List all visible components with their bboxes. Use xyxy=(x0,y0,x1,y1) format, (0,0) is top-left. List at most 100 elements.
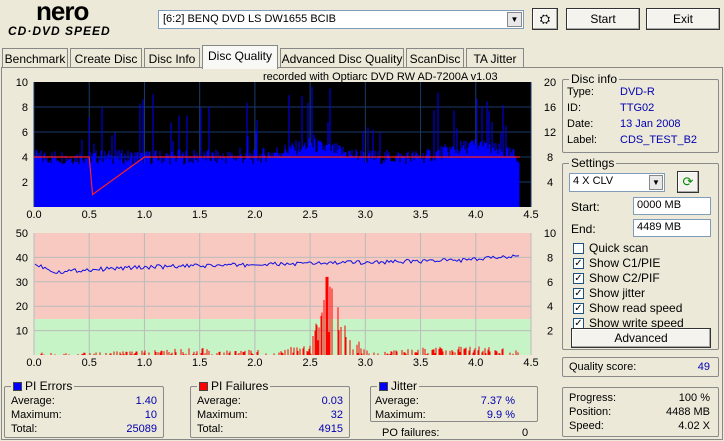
x-tick-label: 1.0 xyxy=(137,209,152,221)
settings-title: Settings xyxy=(569,156,617,170)
tab-scandisc[interactable]: ScanDisc xyxy=(406,48,464,68)
bottom-chart-red-zone xyxy=(34,233,531,319)
progress-group: Progress: 100 % Position: 4488 MB Speed:… xyxy=(562,387,719,437)
pi-failures-swatch xyxy=(199,382,208,391)
x-tick-label: 2.0 xyxy=(247,357,262,369)
drive-icon: ⛭ xyxy=(539,11,551,26)
tab-benchmark[interactable]: Benchmark xyxy=(2,48,68,68)
drive-select[interactable]: [6:2] BENQ DVD LS DW1655 BCIB ▼ xyxy=(158,10,524,29)
pif-maximum-label: Maximum: xyxy=(197,409,248,421)
speed-select[interactable]: 4 X CLV ▼ xyxy=(569,173,665,192)
start-field[interactable]: 0000 MB xyxy=(633,197,711,215)
x-tick-label: 3.5 xyxy=(413,209,428,221)
progress-value: 100 % xyxy=(678,392,710,404)
y2-tick-label: 10 xyxy=(544,228,556,240)
tab-ta-jitter[interactable]: TA Jitter xyxy=(466,48,524,68)
tab-disc-info[interactable]: Disc Info xyxy=(144,48,200,68)
date-label: Date: xyxy=(567,118,594,130)
position-value: 4488 MB xyxy=(665,406,710,418)
exit-button[interactable]: Exit xyxy=(646,8,720,30)
checkbox-show-c1-pie[interactable]: ✓ xyxy=(573,258,584,269)
y-tick-label: 10 xyxy=(16,326,28,338)
refresh-speed-button[interactable]: ⟳ xyxy=(677,171,699,193)
quality-score-value: 49 xyxy=(697,361,710,373)
x-tick-label: 4.5 xyxy=(523,357,538,369)
pi-failures-title: PI Failures xyxy=(197,379,271,393)
pif-maximum-value: 32 xyxy=(330,409,343,421)
y2-tick-label: 4 xyxy=(547,177,553,189)
y-tick-label: 8 xyxy=(22,102,28,114)
position-label: Position: xyxy=(569,406,612,418)
chevron-down-icon[interactable]: ▼ xyxy=(649,175,663,190)
nero-logo: nero CD·DVD SPEED xyxy=(8,0,148,40)
pi-errors-title-text: PI Errors xyxy=(25,379,73,393)
type-value: DVD-R xyxy=(620,86,655,98)
jitter-maximum-value: 9.9 % xyxy=(486,409,515,421)
jitter-swatch xyxy=(379,382,388,391)
checkbox-show-read-speed[interactable]: ✓ xyxy=(573,303,584,314)
checkbox-show-c2-pif[interactable]: ✓ xyxy=(573,273,584,284)
y-tick-label: 4 xyxy=(22,152,28,164)
jitter-title: Jitter xyxy=(377,379,420,393)
y2-tick-label: 6 xyxy=(547,277,553,289)
label-value: CDS_TEST_B2 xyxy=(620,134,698,146)
speed-value: 4 X CLV xyxy=(573,175,614,187)
x-tick-label: 1.5 xyxy=(192,357,207,369)
jitter-line xyxy=(34,254,520,274)
x-tick-label: 2.5 xyxy=(302,209,317,221)
pi-errors-swatch xyxy=(13,382,22,391)
refresh-icon: ⟳ xyxy=(682,174,694,189)
pi-failures-title-text: PI Failures xyxy=(211,379,269,393)
x-tick-label: 0.0 xyxy=(26,357,41,369)
checkbox-label-show-write-speed: Show write speed xyxy=(589,316,684,330)
x-tick-label: 2.5 xyxy=(302,357,317,369)
y2-tick-label: 20 xyxy=(544,77,556,89)
y-tick-label: 6 xyxy=(22,127,28,139)
disc-info-title: Disc info xyxy=(569,72,620,86)
pi-errors-title: PI Errors xyxy=(11,379,75,393)
pif-average-label: Average: xyxy=(197,395,241,407)
tab-disc-quality[interactable]: Disc Quality xyxy=(202,45,278,69)
po-failures-label: PO failures: xyxy=(382,427,440,439)
start-label: Start: xyxy=(571,200,600,214)
speed-readout: 4.02 X xyxy=(678,420,710,432)
checkbox-quick-scan[interactable] xyxy=(573,243,584,254)
start-button[interactable]: Start xyxy=(566,8,640,30)
refresh-drives-button[interactable]: ⛭ xyxy=(532,8,558,30)
checkbox-label-show-read-speed: Show read speed xyxy=(589,301,683,315)
y2-tick-label: 8 xyxy=(547,252,553,264)
label-label: Label: xyxy=(567,134,597,146)
x-tick-label: 1.5 xyxy=(192,209,207,221)
y-tick-label: 10 xyxy=(16,77,28,89)
progress-label: Progress: xyxy=(569,392,617,404)
settings-group: Settings 4 X CLV ▼ ⟳ Start: 0000 MB End:… xyxy=(562,156,719,350)
quality-score-label: Quality score: xyxy=(569,361,637,373)
y2-tick-label: 12 xyxy=(544,127,556,139)
x-tick-label: 1.0 xyxy=(137,357,152,369)
end-label: End: xyxy=(571,222,596,236)
jitter-group: Jitter Average: 7.37 % Maximum: 9.9 % xyxy=(370,379,538,422)
jitter-average-label: Average: xyxy=(375,395,419,407)
tab-create-disc[interactable]: Create Disc xyxy=(70,48,142,68)
x-tick-label: 0.5 xyxy=(82,209,97,221)
logo-subtitle: CD·DVD SPEED xyxy=(8,24,111,38)
y-tick-label: 50 xyxy=(16,228,28,240)
jitter-maximum-label: Maximum: xyxy=(375,409,426,421)
advanced-button[interactable]: Advanced xyxy=(571,328,711,348)
pif-total-value: 4915 xyxy=(318,423,343,435)
tab-advanced-disc-quality[interactable]: Advanced Disc Quality xyxy=(280,48,404,68)
date-value: 13 Jan 2008 xyxy=(620,118,681,130)
read-speed-line xyxy=(34,156,520,196)
pie-average-value: 1.40 xyxy=(135,395,157,407)
pi-failures-group: PI Failures Average: 0.03 Maximum: 32 To… xyxy=(190,379,350,438)
chevron-down-icon[interactable]: ▼ xyxy=(507,12,522,27)
checkbox-label-show-c1-pie: Show C1/PIE xyxy=(589,256,661,270)
x-tick-label: 3.5 xyxy=(413,357,428,369)
y2-tick-label: 8 xyxy=(547,152,553,164)
x-tick-label: 2.0 xyxy=(247,209,262,221)
end-field[interactable]: 4489 MB xyxy=(633,219,711,237)
po-failures-value: 0 xyxy=(522,427,529,439)
checkbox-show-jitter[interactable]: ✓ xyxy=(573,288,584,299)
jitter-title-text: Jitter xyxy=(391,379,418,393)
y-tick-label: 20 xyxy=(16,301,28,313)
